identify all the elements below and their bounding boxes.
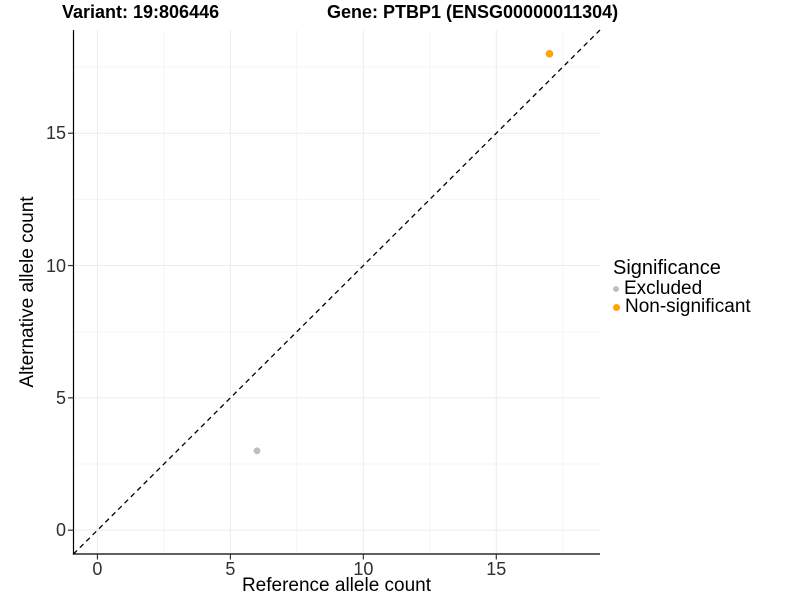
legend-dot-icon [613, 303, 620, 311]
legend-title: Significance [613, 257, 721, 279]
data-point-non-significant [545, 50, 554, 58]
legend-item-label: Non-significant [625, 296, 751, 317]
plot-title-gene: Gene: PTBP1 (ENSG00000011304) [327, 2, 619, 22]
plot-title-variant: Variant: 19:806446 [62, 2, 220, 22]
y-tick-label: 15 [45, 123, 66, 144]
x-tick-label: 15 [486, 559, 507, 579]
identity-reference-line [73, 29, 601, 555]
legend-items: Excluded Non-significant [613, 278, 751, 317]
legend-dot-icon [613, 286, 619, 292]
y-tick-label: 10 [45, 255, 66, 276]
x-tick-label: 0 [92, 559, 103, 579]
y-tick-label: 5 [55, 387, 66, 408]
legend-item-label: Excluded [624, 278, 703, 299]
x-axis-title: Reference allele count [241, 575, 432, 596]
legend-item: Excluded [613, 278, 751, 299]
x-tick-label: 10 [353, 559, 374, 579]
legend: Significance Excluded Non-significant [613, 257, 751, 316]
legend-item: Non-significant [613, 296, 751, 317]
data-point-excluded [253, 447, 261, 455]
y-tick-label: 0 [55, 520, 66, 541]
x-tick-label: 5 [225, 559, 236, 579]
y-axis-title: Alternative allele count [17, 196, 38, 388]
